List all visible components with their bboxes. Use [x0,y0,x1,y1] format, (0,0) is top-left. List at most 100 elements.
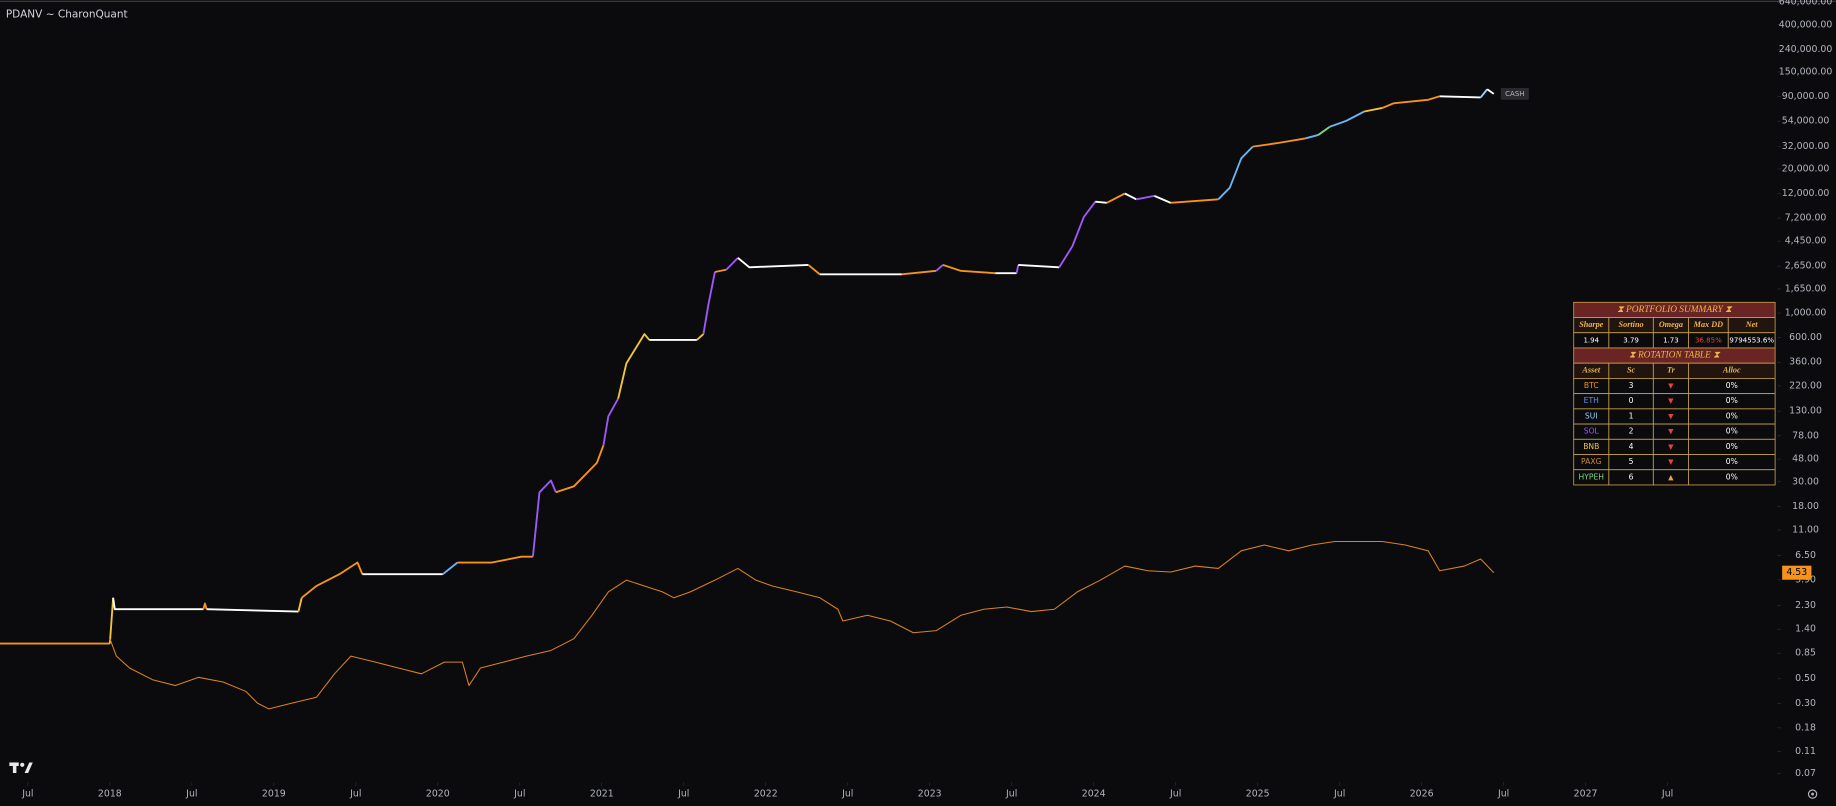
value-text: 36.85% [1695,335,1722,344]
line [725,257,739,271]
line [1479,88,1488,99]
line [202,602,208,610]
row-text: 3 [1629,381,1634,390]
value-text: 1.73 [1663,335,1679,344]
x-tick-label: 2021 [590,789,614,800]
row-text: 0% [1726,472,1738,481]
y-tick-label: 0.18 [1795,722,1816,733]
line [737,257,809,269]
line [1364,107,1383,113]
line [1153,195,1172,204]
settings-icon[interactable] [1807,789,1818,799]
line [1170,198,1219,204]
line [531,479,557,557]
y-tick-label: 640,000.00 [1779,0,1833,8]
last-value-label: 4.53 [1786,567,1807,578]
row-text: ▼ [1668,427,1674,436]
line [1439,95,1481,99]
x-tick-label: Jul [841,789,853,800]
line [1381,95,1440,109]
row-text: PAXG [1581,457,1602,466]
y-tick-label: 0.11 [1795,746,1816,757]
x-tick-label: 2024 [1082,789,1106,800]
y-tick-label: 30.00 [1792,476,1819,487]
y-tick-label: 48.00 [1792,454,1819,465]
line [1124,192,1137,201]
line [109,540,1495,710]
line [617,333,651,399]
line [702,271,716,335]
line [1015,264,1020,274]
y-tick-label: 220.00 [1789,380,1822,391]
row-text: ▼ [1668,457,1674,466]
x-tick-label: Jul [185,789,197,800]
header-text: Sortino [1619,320,1644,329]
row-text: BTC [1584,381,1599,390]
x-tick-label: Jul [1169,789,1181,800]
header-text: Omega [1659,320,1683,329]
row-text: 0% [1726,396,1738,405]
y-tick-label: 0.50 [1795,673,1816,684]
y-tick-label: 32,000.00 [1782,141,1830,152]
line [942,264,996,275]
line [555,445,605,494]
x-tick-label: 2023 [918,789,942,800]
row-text: 0% [1726,427,1738,436]
line [935,264,944,272]
y-tick-label: 2.30 [1795,600,1816,611]
row-text: ETH [1584,396,1599,405]
y-tick-label: 18.00 [1792,501,1819,512]
row-text: SOL [1584,427,1600,436]
line [1304,134,1319,140]
y-tick-label: 6.50 [1795,550,1816,561]
y-tick-label: 78.00 [1792,430,1819,441]
header-text: Net [1745,320,1759,329]
line [1058,201,1097,268]
row-text: ▼ [1668,442,1674,451]
line [297,597,303,612]
table-title: ⧗ ROTATION TABLE ⧗ [1629,351,1721,361]
y-tick-label: 54,000.00 [1782,116,1830,127]
line [457,555,533,564]
line [1486,88,1495,95]
row-text: 4 [1629,442,1634,451]
y-tick-label: 0.07 [1795,768,1816,779]
y-tick-label: 150,000.00 [1779,66,1833,77]
portfolio-table: ⧗ PORTFOLIO SUMMARY ⧗ Sharpe Sortino Omega M… [1573,301,1776,486]
x-tick-label: Jul [1005,789,1017,800]
x-tick-label: 2022 [754,789,778,800]
line [1329,110,1365,128]
row-text: 0% [1726,442,1738,451]
end-label-box [1500,88,1529,100]
line [301,561,364,599]
last-value-tag [1782,565,1812,580]
chart-title: PDANV ~ CharonQuant [6,8,128,20]
y-tick-label: 130.00 [1789,406,1822,417]
line [714,268,727,273]
row-text: ▲ [1668,472,1674,481]
x-tick-label: Jul [1661,789,1673,800]
x-tick-label: 2019 [262,789,286,800]
line [807,264,821,276]
y-tick-label: 240,000.00 [1779,44,1833,55]
row-text: 6 [1629,472,1634,481]
line [696,333,705,341]
line [1252,137,1306,148]
row-text: 1 [1629,411,1634,420]
row-text: SUI [1585,411,1598,420]
line [442,561,459,575]
y-tick-label: 600.00 [1789,332,1822,343]
row-text: ▼ [1668,396,1674,405]
x-tick-label: 2020 [426,789,450,800]
line [1136,194,1155,201]
line [901,269,937,276]
tradingview-logo [9,762,33,774]
row-text: 0 [1629,396,1634,405]
value-text: 9794553.6% [1729,335,1774,344]
header-text: Alloc [1722,366,1741,375]
y-tick-label: 1,000.00 [1785,308,1827,319]
line [602,398,619,446]
y-tick-label: 400,000.00 [1779,19,1833,30]
x-tick-label: Jul [1497,789,1509,800]
